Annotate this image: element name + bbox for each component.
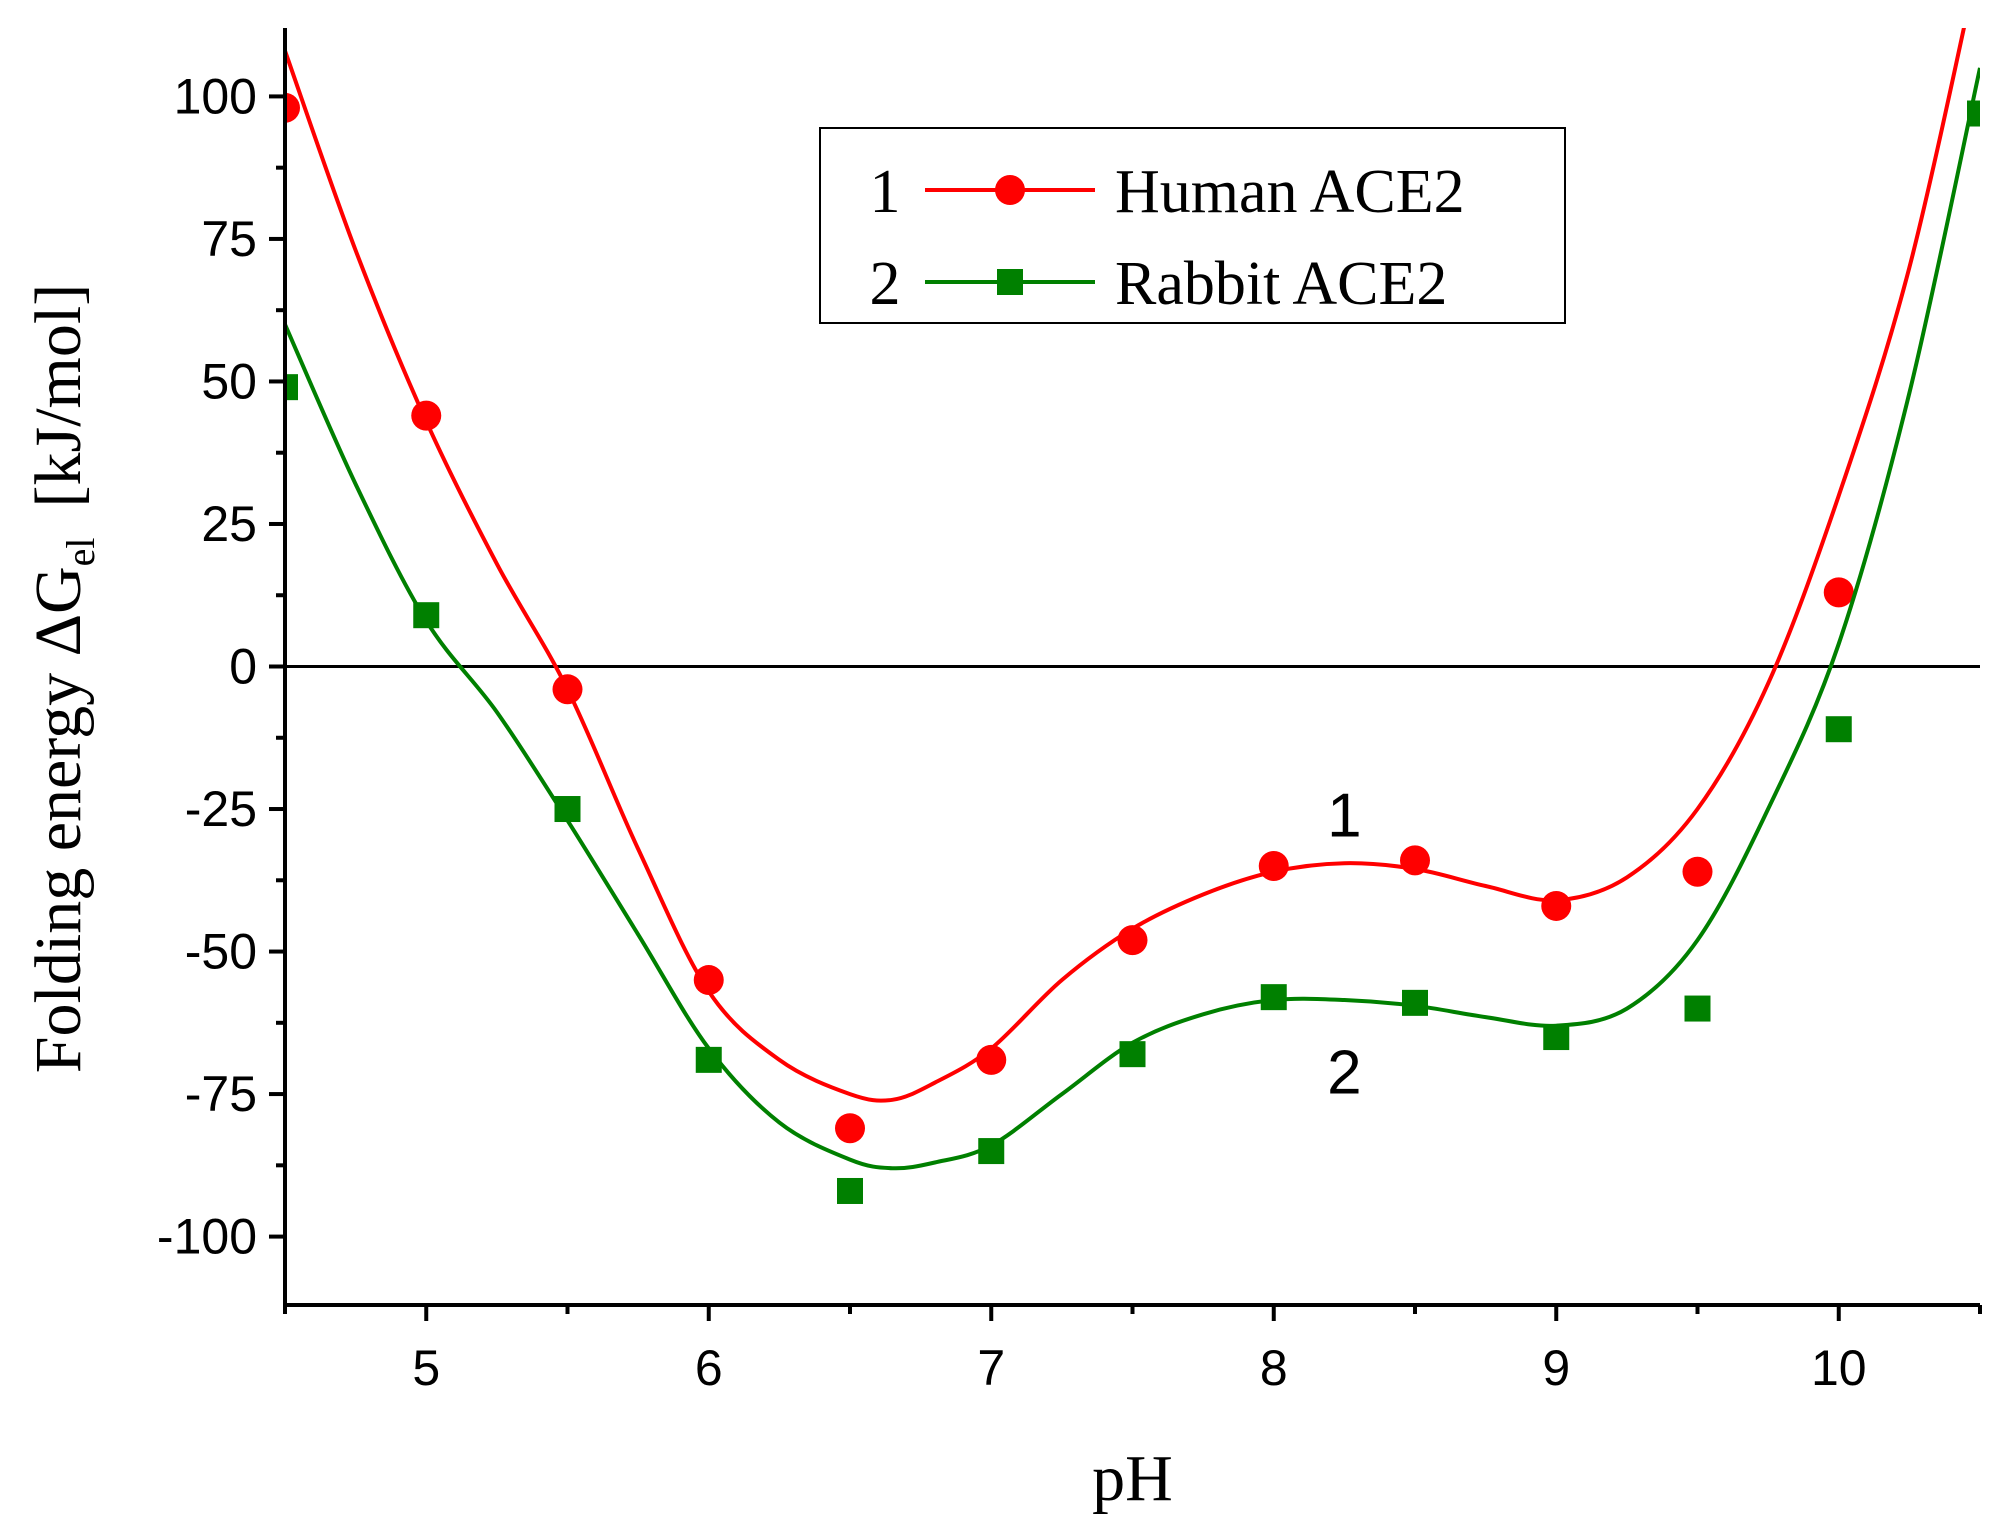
rabbit-point	[695, 1046, 722, 1073]
x-axis-title: pH	[1092, 1442, 1173, 1515]
legend-label-rabbit: Rabbit ACE2	[1115, 250, 1447, 318]
x-tick-label: 10	[1811, 1340, 1867, 1396]
rabbit-point	[1402, 989, 1428, 1016]
rabbit-point	[1543, 1024, 1570, 1051]
rabbit-point	[1967, 100, 1980, 127]
x-tick-label: 5	[412, 1340, 440, 1396]
x-tick-label: 7	[977, 1340, 1005, 1396]
human-point	[1682, 856, 1713, 887]
y-tick-label: 50	[201, 353, 257, 409]
x-tick-label: 9	[1542, 1340, 1570, 1396]
human-point	[835, 1113, 865, 1144]
y-axis-title-main: Folding energy ΔG	[22, 566, 95, 1073]
series-layer	[285, 28, 1980, 1204]
x-tick-label: 6	[695, 1340, 723, 1396]
legend-label-human: Human ACE2	[1115, 158, 1465, 226]
human-point	[1258, 851, 1289, 882]
curve-label-2: 2	[1327, 1038, 1361, 1107]
rabbit-point	[978, 1138, 1005, 1165]
rabbit-point	[1684, 995, 1711, 1022]
legend-marker-rabbit	[997, 269, 1023, 295]
y-tick-label: 25	[201, 496, 257, 552]
human-point	[285, 92, 300, 123]
legend-number: 2	[870, 250, 901, 318]
human-point	[552, 674, 583, 705]
legend-box	[819, 127, 1566, 324]
legend: 1 Human ACE2 2 Rabbit ACE2	[819, 127, 1566, 324]
human-point	[1117, 925, 1148, 956]
rabbit-point	[1260, 984, 1287, 1011]
y-tick-label: -50	[185, 924, 257, 980]
rabbit-point	[837, 1177, 863, 1204]
rabbit-point	[1825, 716, 1852, 743]
rabbit-point	[285, 374, 298, 401]
human-point	[693, 965, 724, 996]
legend-number: 1	[870, 158, 901, 226]
legend-marker-human	[995, 175, 1025, 205]
y-axis-title-unit: [kJ/mol]	[22, 284, 95, 508]
rabbit-point	[554, 796, 581, 823]
rabbit-point	[1119, 1041, 1146, 1068]
human-point	[1541, 890, 1572, 921]
human-fit-line	[285, 28, 1966, 1103]
y-tick-label: -75	[185, 1066, 257, 1122]
y-axis-title-subscript: el	[58, 537, 103, 566]
curve-label-1: 1	[1327, 782, 1361, 851]
human-point	[1823, 577, 1854, 608]
human-point	[976, 1044, 1007, 1075]
y-tick-label: 100	[174, 68, 257, 124]
human-point	[1400, 845, 1430, 876]
rabbit-point	[413, 602, 440, 629]
y-tick-label: -100	[157, 1209, 257, 1265]
labels-layer: pH Folding energy ΔGel [kJ/mol] 1 2	[22, 284, 1362, 1515]
x-tick-label: 8	[1260, 1340, 1288, 1396]
y-tick-label: 0	[229, 639, 257, 695]
y-tick-label: -25	[185, 781, 257, 837]
y-tick-label: 75	[201, 211, 257, 267]
y-axis-title: Folding energy ΔGel [kJ/mol]	[22, 284, 103, 1073]
axes-layer: 5 6 7 8 9 10 100 75 50 25 0 -25 -50 -75 -100	[157, 28, 1982, 1396]
human-point	[411, 400, 442, 431]
